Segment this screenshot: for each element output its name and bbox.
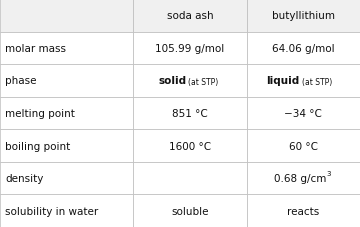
Text: soda ash: soda ash <box>167 11 213 21</box>
Text: soluble: soluble <box>171 206 209 216</box>
Bar <box>247 65 360 97</box>
Bar <box>133 97 247 130</box>
Bar <box>0 195 133 227</box>
Bar <box>0 0 133 32</box>
Text: 1600 °C: 1600 °C <box>169 141 211 151</box>
Text: solid: solid <box>158 76 186 86</box>
Text: boiling point: boiling point <box>5 141 71 151</box>
Text: 105.99 g/mol: 105.99 g/mol <box>155 44 225 54</box>
Text: molar mass: molar mass <box>5 44 66 54</box>
Bar <box>133 65 247 97</box>
Text: 0.68 g/cm: 0.68 g/cm <box>274 173 326 183</box>
Bar <box>0 32 133 65</box>
Bar <box>0 130 133 162</box>
Bar <box>247 0 360 32</box>
Text: 3: 3 <box>327 170 331 176</box>
Bar <box>247 97 360 130</box>
Text: density: density <box>5 173 44 183</box>
Bar <box>247 32 360 65</box>
Bar <box>0 162 133 195</box>
Text: solubility in water: solubility in water <box>5 206 99 216</box>
Text: melting point: melting point <box>5 109 75 118</box>
Text: butyllithium: butyllithium <box>272 11 335 21</box>
Text: reacts: reacts <box>287 206 319 216</box>
Bar <box>247 195 360 227</box>
Bar <box>133 0 247 32</box>
Bar <box>247 130 360 162</box>
Bar <box>0 65 133 97</box>
Bar <box>133 195 247 227</box>
Text: liquid: liquid <box>266 76 300 86</box>
Text: −34 °C: −34 °C <box>284 109 322 118</box>
Bar <box>0 97 133 130</box>
Text: 851 °C: 851 °C <box>172 109 208 118</box>
Bar <box>133 162 247 195</box>
Text: 60 °C: 60 °C <box>289 141 318 151</box>
Text: (at STP): (at STP) <box>188 78 219 87</box>
Text: (at STP): (at STP) <box>302 78 332 87</box>
Bar <box>133 130 247 162</box>
Text: 64.06 g/mol: 64.06 g/mol <box>272 44 334 54</box>
Bar <box>247 162 360 195</box>
Text: phase: phase <box>5 76 37 86</box>
Bar <box>133 32 247 65</box>
